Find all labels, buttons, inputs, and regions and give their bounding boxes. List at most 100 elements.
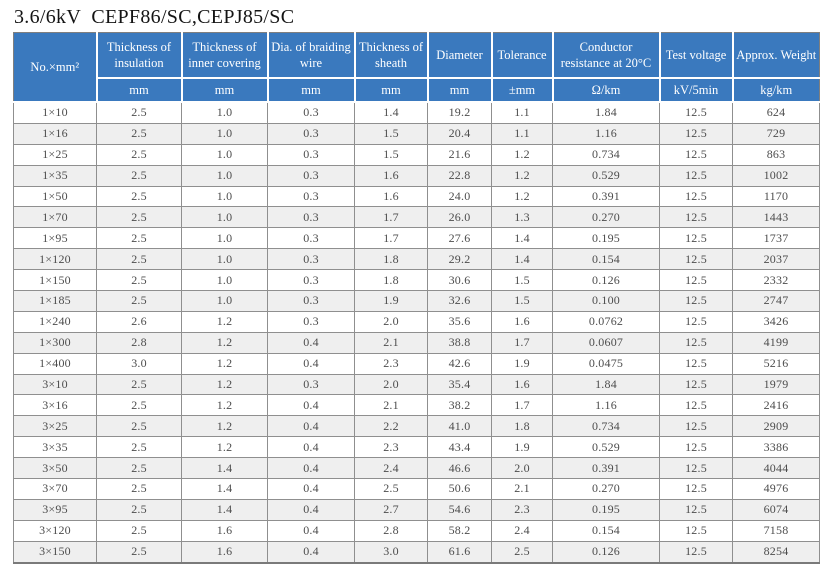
cell-conductor-size: 3×35 xyxy=(13,436,97,459)
table-cell: 2.4 xyxy=(491,519,553,542)
cell-conductor-size: 3×70 xyxy=(13,478,97,500)
cable-spec-table: No.×mm² Thickness of insulation Thicknes… xyxy=(13,32,820,564)
table-cell: 2.3 xyxy=(354,436,428,459)
table-row: 1×16 2.5 1.0 0.3 1.5 20.4 1.1 1.16 12.5 729 xyxy=(13,122,820,145)
table-cell: 1.84 xyxy=(552,373,660,396)
table-cell: 1.8 xyxy=(491,415,553,438)
table-cell: 1.8 xyxy=(354,248,428,271)
table-cell: 2.8 xyxy=(96,331,182,354)
table-cell: 1.16 xyxy=(552,122,660,145)
unit-dia-braiding-wire: mm xyxy=(266,77,356,103)
table-cell: 1.6 xyxy=(181,519,268,542)
table-cell: 0.3 xyxy=(267,290,355,312)
table-cell: 1.6 xyxy=(491,373,553,396)
table-cell: 0.4 xyxy=(267,415,355,438)
table-cell: 2.5 xyxy=(96,519,182,542)
unit-conductor-resistance: Ω/km xyxy=(551,77,661,103)
table-cell: 2.5 xyxy=(96,415,182,438)
cell-conductor-size: 1×120 xyxy=(13,248,97,271)
table-cell: 2.5 xyxy=(96,498,182,521)
header-thickness-sheath: Thickness of sheath xyxy=(353,32,429,79)
table-cell: 12.5 xyxy=(659,415,733,438)
table-cell: 1.2 xyxy=(181,331,268,354)
table-cell: 1.4 xyxy=(491,248,553,271)
table-cell: 6074 xyxy=(732,498,820,521)
cell-conductor-size: 3×10 xyxy=(13,373,97,396)
table-cell: 2.5 xyxy=(96,248,182,271)
table-cell: 35.6 xyxy=(427,310,492,333)
table-cell: 0.3 xyxy=(267,269,355,292)
table-cell: 0.529 xyxy=(552,164,660,187)
table-row: 1×95 2.5 1.0 0.3 1.7 27.6 1.4 0.195 12.5 1737 xyxy=(13,227,820,250)
table-cell: 12.5 xyxy=(659,269,733,292)
table-cell: 1.3 xyxy=(491,206,553,229)
table-cell: 1.1 xyxy=(491,101,553,124)
table-cell: 2.5 xyxy=(491,540,553,564)
cell-conductor-size: 1×50 xyxy=(13,185,97,208)
table-cell: 12.5 xyxy=(659,540,733,564)
table-cell: 2416 xyxy=(732,394,820,417)
cell-conductor-size: 1×240 xyxy=(13,310,97,333)
table-cell: 20.4 xyxy=(427,122,492,145)
table-cell: 12.5 xyxy=(659,498,733,521)
table-header: No.×mm² Thickness of insulation Thicknes… xyxy=(13,32,820,103)
cell-conductor-size: 3×95 xyxy=(13,498,97,521)
table-cell: 2.5 xyxy=(96,101,182,124)
table-cell: 0.3 xyxy=(267,310,355,333)
table-cell: 1.4 xyxy=(491,227,553,250)
table-cell: 12.5 xyxy=(659,519,733,542)
table-cell: 12.5 xyxy=(659,290,733,312)
table-cell: 1.4 xyxy=(181,457,268,480)
table-row: 3×35 2.5 1.2 0.4 2.3 43.4 1.9 0.529 12.5 3386 xyxy=(13,436,820,459)
cell-conductor-size: 3×150 xyxy=(13,540,97,564)
table-cell: 0.3 xyxy=(267,248,355,271)
table-cell: 2.5 xyxy=(96,394,182,417)
table-cell: 624 xyxy=(732,101,820,124)
table-cell: 29.2 xyxy=(427,248,492,271)
table-cell: 3.0 xyxy=(96,352,182,375)
table-row: 1×120 2.5 1.0 0.3 1.8 29.2 1.4 0.154 12.5 2037 xyxy=(13,248,820,271)
table-cell: 2.1 xyxy=(354,331,428,354)
table-cell: 1.7 xyxy=(491,331,553,354)
table-cell: 1.5 xyxy=(354,122,428,145)
table-cell: 12.5 xyxy=(659,478,733,500)
table-cell: 2.5 xyxy=(96,436,182,459)
page-title: 3.6/6kV CEPF86/SC,CEPJ85/SC xyxy=(14,6,295,28)
table-cell: 0.3 xyxy=(267,206,355,229)
cell-conductor-size: 1×185 xyxy=(13,290,97,312)
table-cell: 0.4 xyxy=(267,331,355,354)
cell-conductor-size: 3×25 xyxy=(13,415,97,438)
table-cell: 2909 xyxy=(732,415,820,438)
table-cell: 0.3 xyxy=(267,164,355,187)
table-cell: 1170 xyxy=(732,185,820,208)
table-cell: 1979 xyxy=(732,373,820,396)
table-row: 3×10 2.5 1.2 0.3 2.0 35.4 1.6 1.84 12.5 1979 xyxy=(13,373,820,396)
table-cell: 58.2 xyxy=(427,519,492,542)
table-cell: 0.3 xyxy=(267,185,355,208)
table-cell: 1002 xyxy=(732,164,820,187)
table-cell: 1443 xyxy=(732,206,820,229)
table-cell: 12.5 xyxy=(659,248,733,271)
table-cell: 1.0 xyxy=(181,164,268,187)
table-cell: 1.9 xyxy=(354,290,428,312)
table-cell: 0.4 xyxy=(267,498,355,521)
table-cell: 1.0 xyxy=(181,248,268,271)
table-cell: 2.1 xyxy=(354,394,428,417)
table-cell: 2.5 xyxy=(96,122,182,145)
table-cell: 2.5 xyxy=(96,269,182,292)
header-approx-weight: Approx. Weight xyxy=(731,32,820,79)
unit-diameter: mm xyxy=(426,77,493,103)
table-cell: 0.4 xyxy=(267,478,355,500)
table-cell: 12.5 xyxy=(659,310,733,333)
table-cell: 3426 xyxy=(732,310,820,333)
table-cell: 0.3 xyxy=(267,143,355,166)
table-cell: 1.6 xyxy=(354,164,428,187)
cell-conductor-size: 3×16 xyxy=(13,394,97,417)
table-cell: 46.6 xyxy=(427,457,492,480)
table-row: 3×70 2.5 1.4 0.4 2.5 50.6 2.1 0.270 12.5 4976 xyxy=(13,478,820,500)
table-cell: 8254 xyxy=(732,540,820,564)
table-cell: 12.5 xyxy=(659,122,733,145)
table-cell: 4044 xyxy=(732,457,820,480)
table-cell: 12.5 xyxy=(659,185,733,208)
table-cell: 12.5 xyxy=(659,164,733,187)
